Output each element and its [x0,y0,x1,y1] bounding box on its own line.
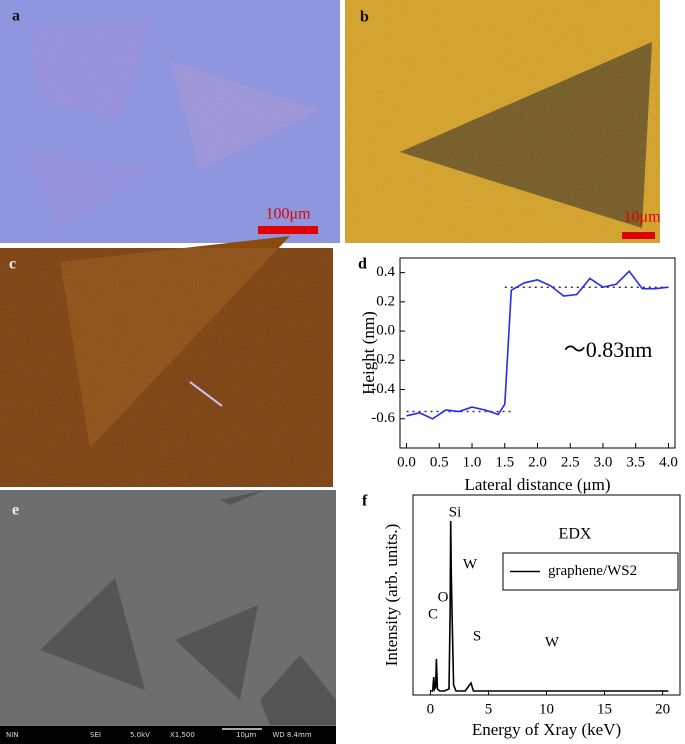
x-tick-label: 0 [427,701,435,717]
panel-c: c [0,236,333,487]
x-tick-label: 0.0 [397,454,416,470]
info-text: X1,500 [170,731,195,739]
y-tick-label: -0.4 [371,381,395,397]
x-axis-label: Energy of Xray (keV) [472,720,621,739]
info-text: WD 8.4mm [272,731,311,739]
panel-a: a 100μm [0,0,340,243]
inset-title: EDX [559,526,592,543]
info-text: NIN [6,731,19,739]
annotation: W [463,556,478,572]
x-tick-label: 10 [539,701,554,717]
y-tick-label: -0.6 [371,410,395,426]
x-tick-label: 4.0 [659,454,678,470]
info-text: 10μm [236,731,256,739]
scale-bar-label: 100μm [265,206,311,223]
x-axis-label: Lateral distance (μm) [465,475,611,494]
x-tick-label: 0.5 [430,454,449,470]
panel-label: e [12,502,19,519]
charts: d 0.0 0.5 1.0 1.5 2.0 2.5 3.0 3.5 4.0 -0.6 -0.4 -0.2… [358,256,681,739]
annotation: C [428,606,438,622]
x-tick-label: 1.0 [463,454,482,470]
info-text: 5.0kV [130,731,150,739]
annotation: W [545,634,560,650]
data-line [406,269,669,420]
y-tick-label: -0.2 [371,352,395,368]
scale-bar [622,232,655,239]
annotation: Si [449,504,462,520]
annotation: O [438,589,449,605]
scale-bar-label: 10μm [623,209,661,226]
panel-b: b 10μm [345,0,661,243]
panel-label: f [362,493,368,510]
panel-label: d [358,256,367,273]
panel-label: c [9,256,16,273]
scale-bar [258,226,318,234]
y-tick-label: 0.4 [376,264,395,280]
panel-e: e NIN SEI 5.0kV X1,500 10μm WD 8.4mm [0,490,336,744]
x-tick-label: 5 [485,701,493,717]
annotation: ～0.83nm [564,337,653,362]
x-tick-label: 15 [597,701,612,717]
y-axis-label: Intensity (arb. units.) [382,524,401,667]
x-tick-label: 20 [655,701,670,717]
info-text: SEI [90,731,101,739]
y-tick-label: 0.2 [376,293,395,309]
x-tick-label: 1.5 [495,454,514,470]
y-axis-label: Height (nm) [359,311,378,395]
y-tick-label: 0.0 [376,323,395,339]
info-bar: NIN SEI 5.0kV X1,500 10μm WD 8.4mm [6,728,312,739]
panel-label: b [360,9,369,26]
legend-label: graphene/WS2 [548,563,637,579]
x-tick-label: 2.0 [528,454,547,470]
x-tick-label: 3.0 [594,454,613,470]
x-tick-label: 3.5 [626,454,645,470]
data-line [430,520,669,692]
x-tick-label: 2.5 [561,454,580,470]
panel-label: a [12,8,20,25]
annotation: S [473,628,481,644]
